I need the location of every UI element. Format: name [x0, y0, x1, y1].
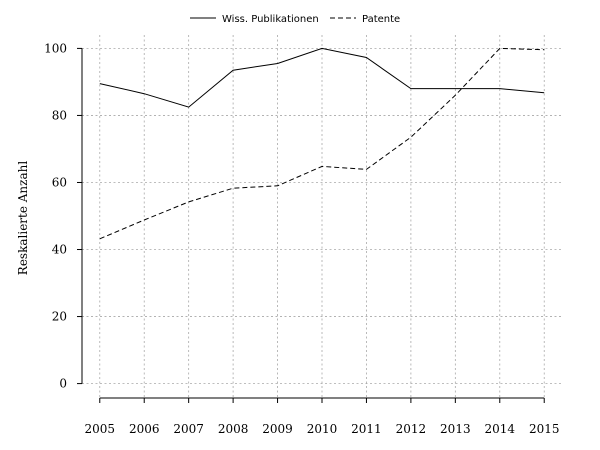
- y-tick-label: 60: [52, 175, 67, 189]
- legend-label-patente: Patente: [362, 14, 400, 25]
- x-tick-label: 2005: [85, 422, 116, 436]
- y-tick-label: 100: [44, 41, 67, 55]
- x-tick-label: 2010: [307, 422, 338, 436]
- x-tick-label: 2006: [129, 422, 160, 436]
- gridlines: [82, 35, 562, 397]
- x-tick-label: 2013: [440, 422, 471, 436]
- tick-labels: 0 20 40 60 80 100 2005 2006 2007 2008 2009 2010 2011…: [44, 41, 559, 436]
- y-axis-title: Reskalierte Anzahl: [16, 161, 30, 276]
- x-tick-label: 2007: [173, 422, 204, 436]
- series-line-publikationen: [99, 47, 545, 108]
- series-line-patente: [99, 47, 545, 240]
- series-lines: [99, 47, 545, 240]
- legend: Wiss. Publikationen Patente: [190, 14, 400, 25]
- y-tick-label: 20: [52, 310, 67, 324]
- x-tick-label: 2008: [218, 422, 249, 436]
- axes: [77, 47, 545, 403]
- y-tick-label: 80: [52, 108, 67, 122]
- x-tick-label: 2015: [529, 422, 560, 436]
- x-tick-label: 2012: [396, 422, 427, 436]
- x-tick-label: 2014: [485, 422, 516, 436]
- x-tick-label: 2011: [351, 422, 382, 436]
- y-tick-label: 40: [52, 243, 67, 257]
- x-tick-label: 2009: [262, 422, 293, 436]
- y-tick-label: 0: [59, 377, 67, 391]
- legend-label-publikationen: Wiss. Publikationen: [222, 14, 319, 25]
